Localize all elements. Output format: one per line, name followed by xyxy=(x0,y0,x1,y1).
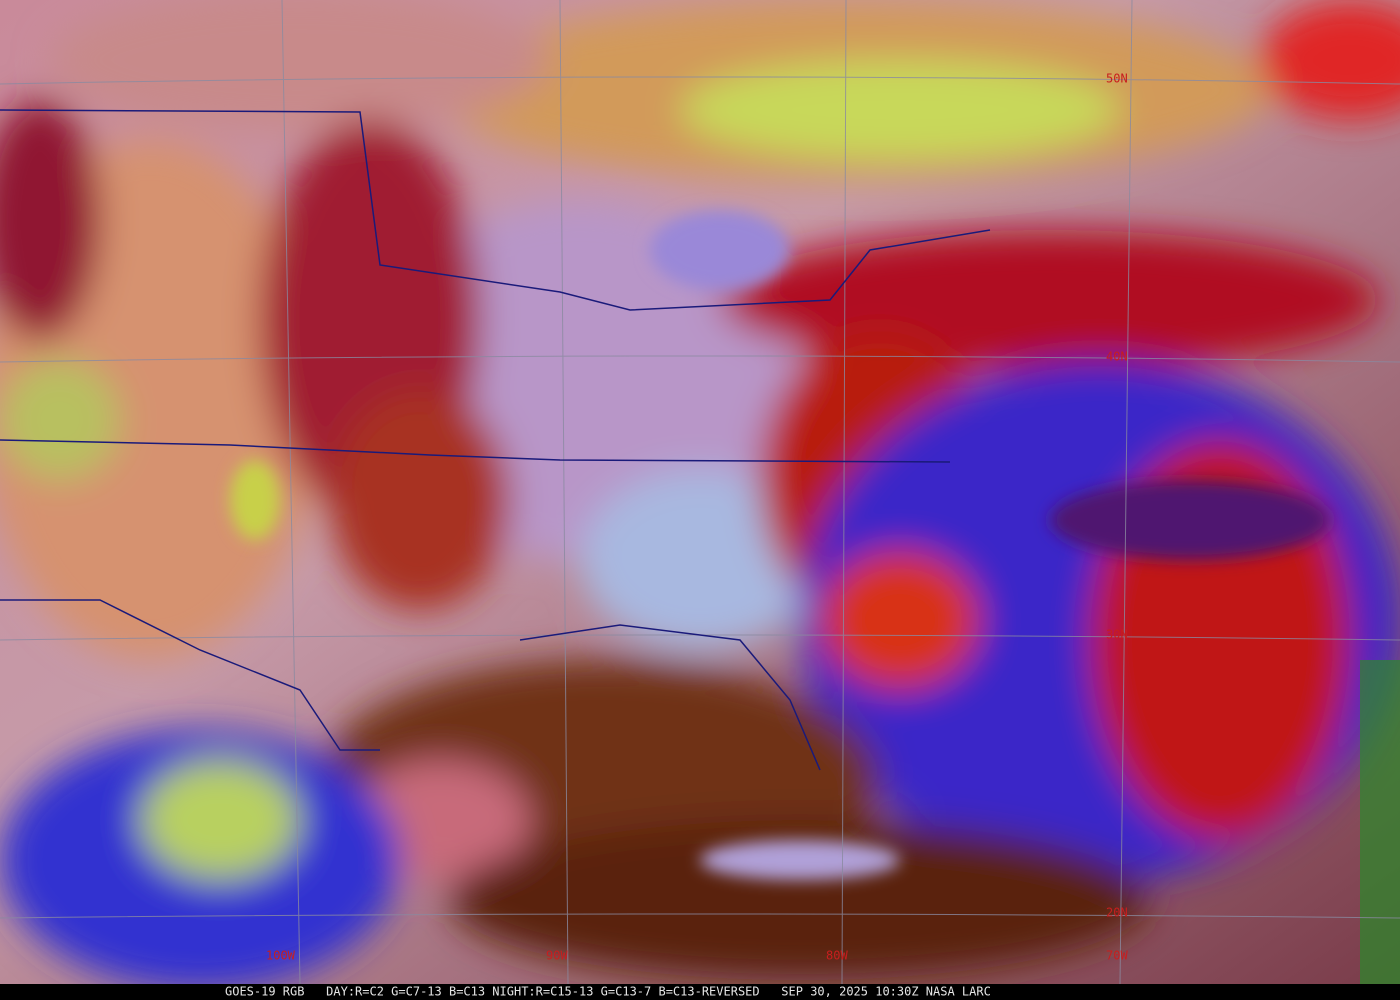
caption-bar xyxy=(0,984,1400,1000)
longitude-label: 100W xyxy=(266,949,296,963)
latitude-line xyxy=(0,913,1400,919)
border xyxy=(0,439,951,463)
latitude-line xyxy=(0,355,1400,363)
boundaries xyxy=(0,109,991,771)
latitude-label: 30N xyxy=(1106,628,1128,642)
longitude-label: 80W xyxy=(826,949,848,963)
latitude-line xyxy=(0,76,1400,85)
longitude-label: 90W xyxy=(546,949,568,963)
longitude-label: 70W xyxy=(1106,949,1128,963)
caption: GOES-19 RGB DAY:R=C2 G=C7-13 B=C13 NIGHT… xyxy=(225,985,991,999)
longitude-line xyxy=(841,0,847,985)
latitude-label: 40N xyxy=(1106,350,1128,364)
latitude-label: 20N xyxy=(1106,906,1128,920)
latitude-label: 50N xyxy=(1106,72,1128,86)
border xyxy=(0,109,991,311)
longitude-line xyxy=(281,0,301,985)
border xyxy=(0,599,380,751)
coast xyxy=(519,624,821,771)
longitude-line xyxy=(559,0,569,985)
longitude-line xyxy=(1119,0,1133,985)
